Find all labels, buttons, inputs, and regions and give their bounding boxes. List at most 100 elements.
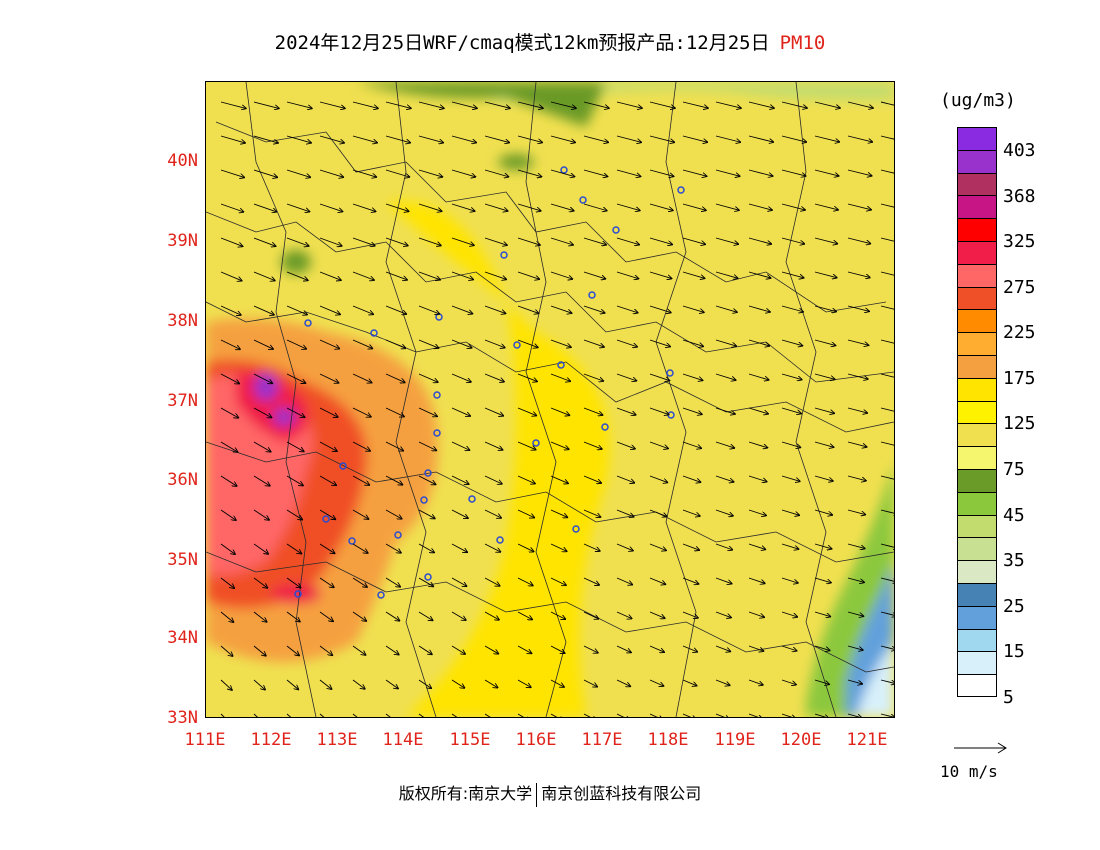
wind-vector bbox=[682, 611, 698, 618]
wind-vector bbox=[319, 271, 341, 280]
wind-vector bbox=[814, 339, 835, 345]
wind-vector bbox=[880, 509, 894, 514]
wind-vector bbox=[880, 169, 894, 174]
wind-vector bbox=[517, 339, 538, 347]
wind-vector bbox=[286, 679, 298, 689]
wind-vector bbox=[847, 203, 871, 210]
wind-vector bbox=[583, 713, 596, 717]
wind-vector bbox=[814, 679, 829, 684]
wind-vector bbox=[649, 169, 674, 176]
lat-label-33n: 33N bbox=[167, 708, 198, 728]
wind-vector bbox=[649, 543, 666, 550]
wind-vector bbox=[451, 713, 458, 717]
wind-vector bbox=[616, 645, 631, 652]
wind-vector bbox=[319, 101, 345, 108]
wind-vector bbox=[616, 305, 638, 313]
wind-vector bbox=[781, 543, 798, 549]
wind-vector bbox=[715, 203, 739, 210]
wind-vector bbox=[649, 679, 663, 686]
wind-vector bbox=[484, 339, 505, 348]
wind-vector bbox=[286, 713, 292, 717]
colorbar-label-225: 225 bbox=[1003, 322, 1036, 343]
wind-vector bbox=[781, 339, 802, 346]
wind-vector bbox=[385, 339, 405, 348]
wind-vector bbox=[814, 203, 838, 210]
wind-vector bbox=[616, 169, 640, 176]
wind-vector bbox=[682, 135, 707, 142]
wind-vector bbox=[880, 339, 894, 344]
wind-vector bbox=[451, 169, 475, 177]
wind-vector bbox=[385, 135, 410, 143]
colorbar-swatch bbox=[957, 377, 997, 401]
wind-vector bbox=[253, 441, 271, 452]
wind-vector bbox=[220, 679, 232, 690]
wind-vector bbox=[418, 203, 442, 211]
wind-vector bbox=[583, 407, 603, 415]
wind-vector bbox=[385, 373, 405, 382]
wind-vector bbox=[649, 237, 672, 244]
wind-vector bbox=[616, 475, 634, 483]
wind-vector bbox=[484, 441, 503, 450]
wind-vector bbox=[517, 373, 537, 381]
wind-vector bbox=[484, 169, 508, 177]
wind-vector bbox=[583, 679, 597, 687]
wind-vector bbox=[715, 407, 735, 414]
wind-vector bbox=[286, 577, 301, 588]
wind-vector bbox=[847, 237, 870, 244]
wind-vector bbox=[649, 305, 671, 313]
lon-label-120e: 120E bbox=[780, 730, 822, 750]
wind-vector bbox=[253, 339, 273, 349]
wind-vector bbox=[748, 237, 771, 244]
wind-vector bbox=[682, 237, 705, 244]
colorbar-swatch bbox=[957, 149, 997, 173]
lon-label-111e: 111E bbox=[184, 730, 226, 750]
wind-vector bbox=[649, 611, 665, 618]
wind-vector bbox=[715, 611, 731, 618]
wind-vector bbox=[847, 441, 867, 447]
wind-vector bbox=[385, 509, 402, 519]
wind-vector bbox=[682, 679, 697, 686]
wind-vector bbox=[583, 271, 605, 279]
wind-vector bbox=[220, 135, 245, 143]
wind-vector bbox=[880, 645, 894, 650]
wind-vector bbox=[319, 679, 332, 689]
wind-vector bbox=[682, 203, 706, 210]
wind-vector bbox=[352, 407, 371, 417]
wind-vector bbox=[583, 543, 600, 551]
wind-vector bbox=[319, 373, 338, 383]
wind-vector bbox=[451, 509, 468, 518]
colorbar-swatch bbox=[957, 560, 997, 583]
wind-vector bbox=[682, 509, 700, 516]
wind-vector bbox=[319, 135, 344, 143]
title-text: 2024年12月25日WRF/cmaq模式12km预报产品:12月25日 bbox=[274, 32, 770, 54]
wind-vector bbox=[781, 203, 805, 210]
lon-label-117e: 117E bbox=[581, 730, 623, 750]
wind-vector bbox=[517, 679, 531, 687]
wind-vector bbox=[253, 135, 278, 143]
wind-vector bbox=[418, 645, 432, 654]
wind-vector bbox=[517, 237, 540, 245]
wind-vector bbox=[385, 441, 403, 451]
wind-vector bbox=[352, 679, 365, 689]
wind-vector bbox=[814, 509, 832, 515]
wind-vector bbox=[583, 135, 608, 142]
wind-vector bbox=[286, 135, 311, 143]
units-label: (ug/m3) bbox=[940, 90, 1016, 111]
wind-vector bbox=[649, 577, 665, 584]
wind-vector bbox=[451, 237, 474, 245]
wind-vector bbox=[814, 645, 830, 650]
wind-vector bbox=[682, 407, 702, 414]
wind-vector bbox=[550, 509, 567, 517]
wind-vector bbox=[319, 543, 335, 553]
wind-vector bbox=[451, 543, 467, 552]
forecast-map bbox=[205, 81, 895, 718]
wind-vector bbox=[385, 169, 409, 177]
wind-vector bbox=[319, 237, 342, 246]
wind-vector bbox=[385, 475, 402, 485]
colorbar-label-45: 45 bbox=[1003, 505, 1025, 526]
wind-vector bbox=[715, 101, 741, 108]
map-title: 2024年12月25日WRF/cmaq模式12km预报产品:12月25日 PM10 bbox=[0, 28, 1100, 55]
wind-vector bbox=[352, 237, 375, 246]
wind-vector bbox=[220, 543, 235, 554]
wind-vectors bbox=[220, 101, 894, 717]
